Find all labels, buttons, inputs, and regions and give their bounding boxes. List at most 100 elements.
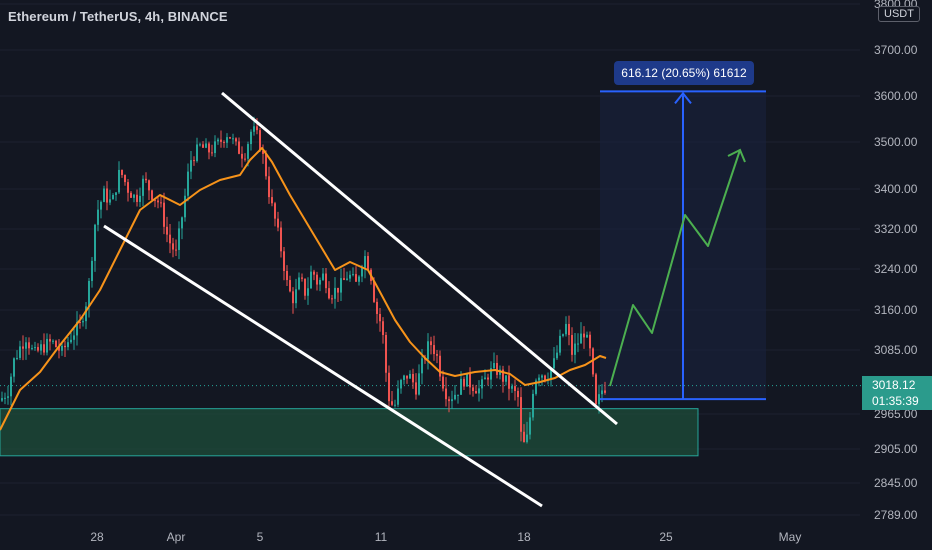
candle-up <box>103 188 105 202</box>
candle-up <box>457 394 459 396</box>
candle-up <box>460 378 462 395</box>
candle-up <box>349 274 351 279</box>
candle-down <box>406 375 408 379</box>
y-tick-label: 3160.00 <box>874 303 918 317</box>
candle-up <box>466 373 468 387</box>
candle-down <box>127 182 129 193</box>
candle-down <box>331 298 333 300</box>
chart-title: Ethereum / TetherUS, 4h, BINANCE <box>8 9 228 24</box>
candle-up <box>409 373 411 379</box>
candle-down <box>289 280 291 292</box>
candle-up <box>76 322 78 336</box>
x-tick-label: 28 <box>90 530 104 544</box>
candle-up <box>61 345 63 351</box>
candle-up <box>490 368 492 380</box>
candle-up <box>532 393 534 418</box>
candle-down <box>439 355 441 377</box>
candle-down <box>367 256 369 270</box>
candle-up <box>358 276 360 282</box>
candle-up <box>586 334 588 338</box>
candle-up <box>88 280 90 307</box>
y-tick-label: 3400.00 <box>874 182 918 196</box>
candle-down <box>43 344 45 353</box>
candle-down <box>445 388 447 400</box>
candle-up <box>184 195 186 218</box>
candle-up <box>394 404 396 406</box>
candle-down <box>235 138 237 142</box>
candle-down <box>316 274 318 285</box>
candle-up <box>25 342 27 349</box>
candle-down <box>382 321 384 335</box>
candle-down <box>604 390 606 393</box>
candle-down <box>58 347 60 351</box>
candle-up <box>454 394 456 400</box>
candle-down <box>325 273 327 289</box>
candle-up <box>556 352 558 359</box>
candle-up <box>310 271 312 289</box>
candle-up <box>73 335 75 340</box>
currency-button[interactable]: USDT <box>878 6 920 22</box>
candle-up <box>529 417 531 435</box>
y-tick-label: 3600.00 <box>874 89 918 103</box>
candle-down <box>391 401 393 405</box>
candle-up <box>133 194 135 198</box>
candle-up <box>550 368 552 380</box>
candle-down <box>259 130 261 151</box>
candle-up <box>232 138 234 140</box>
candle-down <box>262 150 264 154</box>
candle-up <box>364 256 366 268</box>
candle-down <box>121 169 123 175</box>
x-tick-label: 11 <box>375 530 388 544</box>
y-tick-label: 3800.00 <box>874 0 918 11</box>
candle-up <box>34 347 36 349</box>
candle-up <box>199 144 201 146</box>
candle-up <box>352 274 354 276</box>
candle-up <box>493 363 495 369</box>
candle-up <box>295 289 297 304</box>
candle-down <box>166 226 168 235</box>
candle-down <box>169 234 171 244</box>
candle-up <box>40 344 42 351</box>
candle-down <box>256 126 258 131</box>
candle-down <box>163 202 165 227</box>
candle-down <box>223 141 225 143</box>
candle-up <box>418 373 420 395</box>
candle-down <box>436 354 438 356</box>
candle-up <box>481 379 483 389</box>
candle-down <box>328 288 330 299</box>
candle-down <box>502 369 504 382</box>
candle-up <box>10 376 12 397</box>
candle-down <box>292 291 294 304</box>
candle-up <box>319 279 321 285</box>
candle-down <box>412 373 414 383</box>
candle-down <box>55 340 57 348</box>
candle-down <box>544 375 546 381</box>
candle-down <box>355 274 357 282</box>
candle-up <box>250 131 252 145</box>
candle-up <box>598 394 600 405</box>
candle-up <box>217 139 219 142</box>
candle-down <box>124 174 126 183</box>
candles <box>1 116 606 444</box>
candle-up <box>31 348 33 350</box>
x-tick-label: 25 <box>659 530 673 544</box>
candle-up <box>535 380 537 394</box>
candle-down <box>130 192 132 198</box>
y-axis[interactable]: 3800.00 3700.00 3600.00 3500.00 3400.00 3320.… <box>874 0 918 522</box>
x-axis[interactable]: 28 Apr 5 11 18 25 May <box>90 530 801 544</box>
candle-down <box>313 271 315 275</box>
candle-down <box>106 188 108 203</box>
candle-up <box>511 386 513 389</box>
candle-down <box>589 334 591 349</box>
candle-up <box>553 358 555 369</box>
candle-down <box>595 374 597 405</box>
candle-down <box>283 251 285 271</box>
candle-up <box>214 141 216 154</box>
candle-up <box>574 343 576 355</box>
candle-up <box>247 144 249 159</box>
support-zone <box>0 408 699 457</box>
candle-up <box>196 144 198 162</box>
candle-down <box>193 160 195 162</box>
candle-down <box>271 197 273 204</box>
